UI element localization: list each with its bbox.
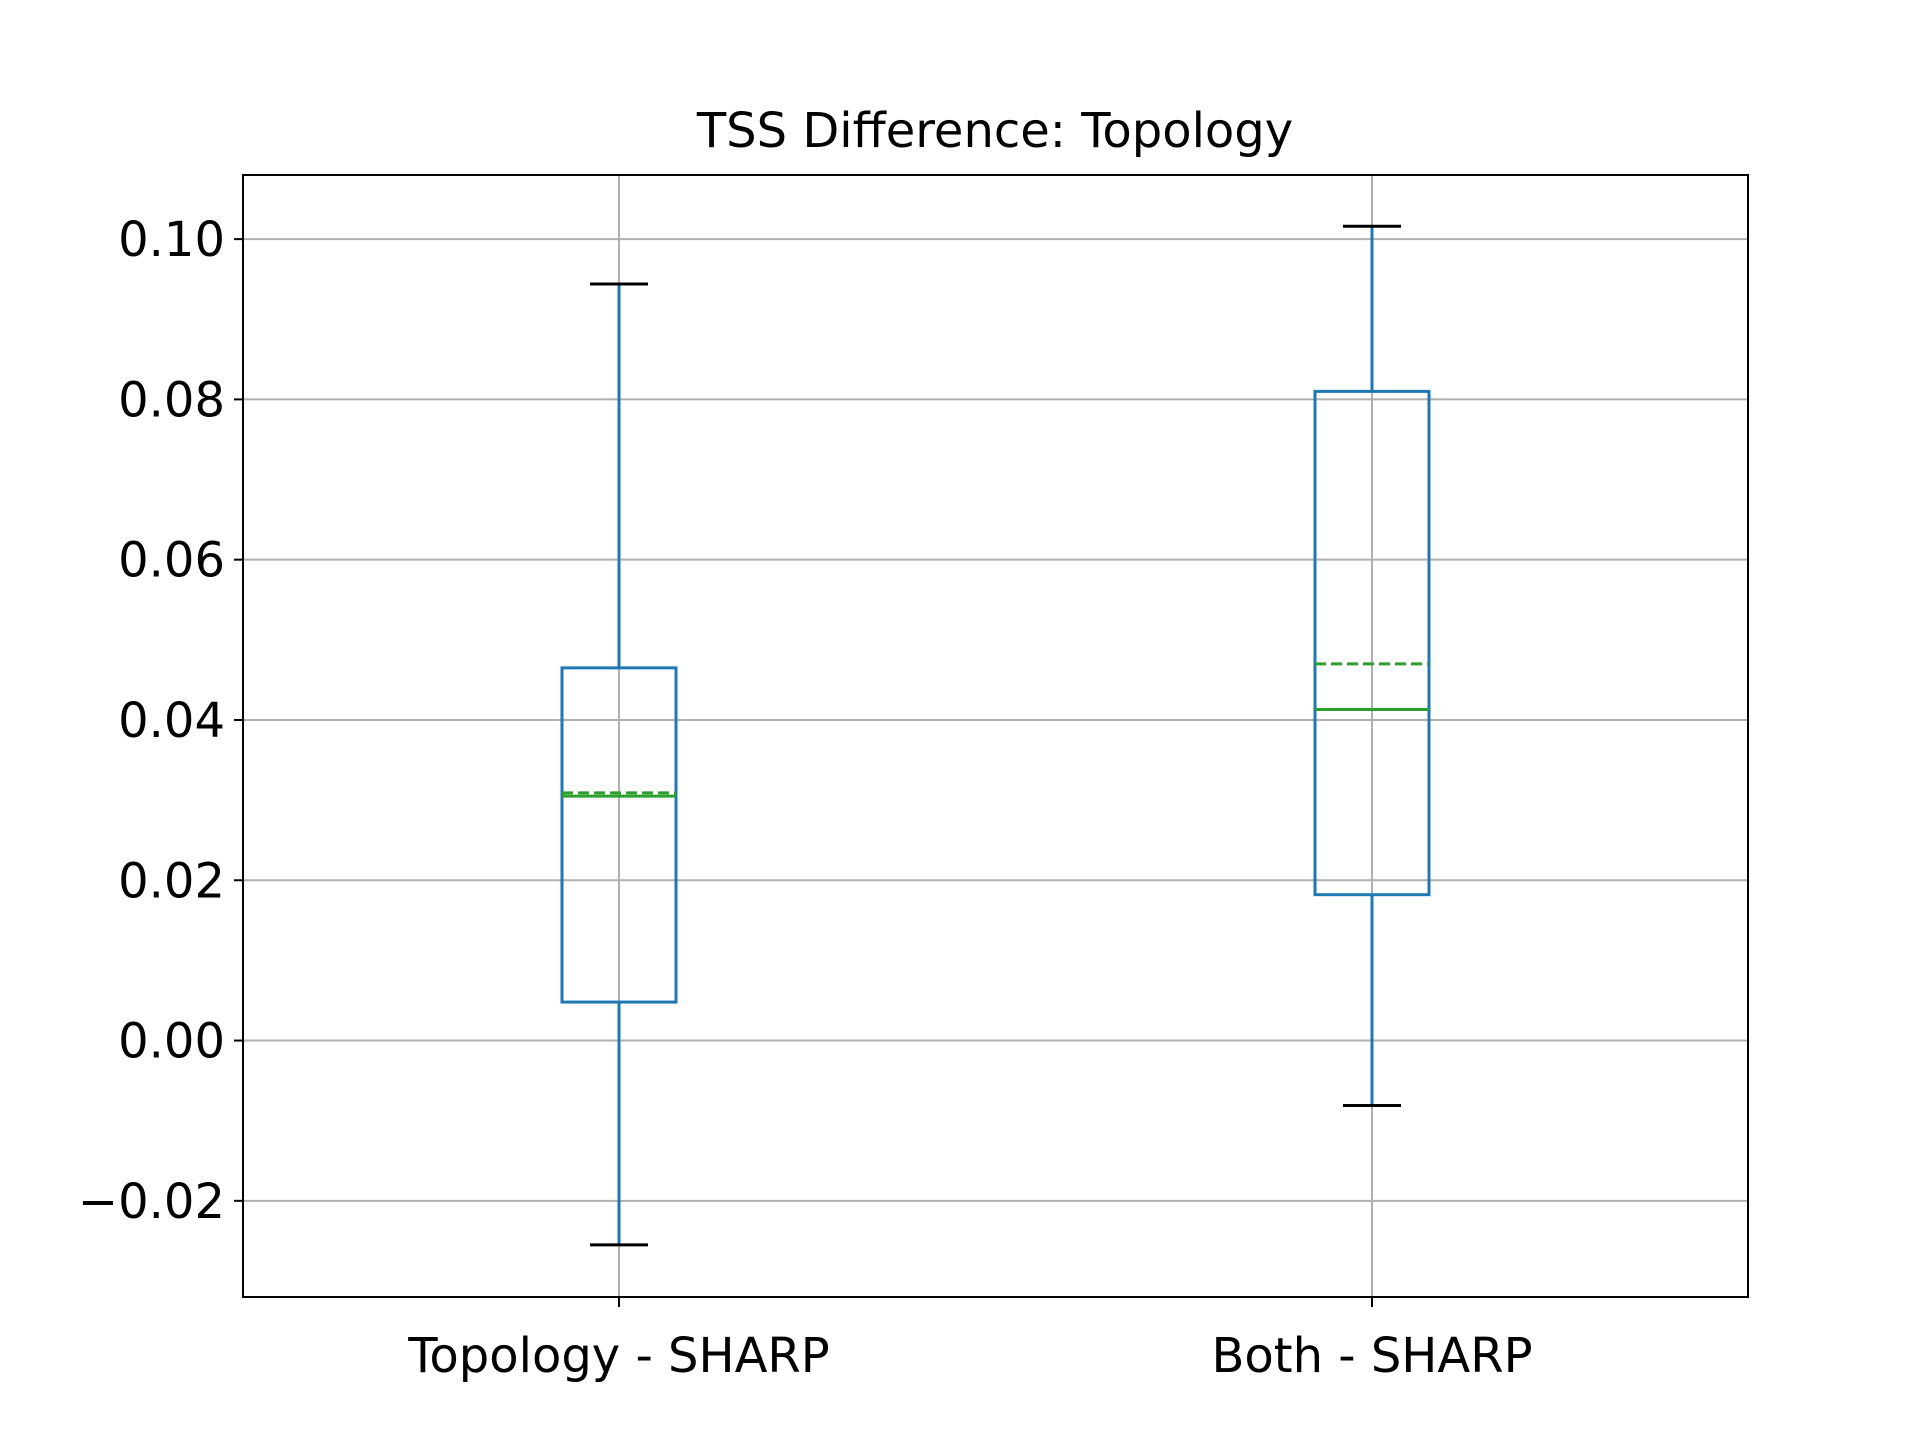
y-axis-ticks: 0.10 0.08 0.06 0.04 0.02 0.00 −0.02	[78, 212, 243, 1230]
x-tick-label: Topology - SHARP	[407, 1328, 829, 1384]
y-tick-label: 0.10	[118, 212, 225, 268]
grid-lines	[243, 175, 1748, 1297]
box-series	[560, 224, 1431, 1247]
y-tick-label: 0.04	[118, 693, 225, 749]
y-tick-label: 0.02	[118, 853, 225, 909]
box-2	[1313, 224, 1431, 1107]
box-iqr	[560, 666, 678, 1004]
plot-frame	[242, 174, 1749, 1298]
y-tick-label: 0.00	[118, 1014, 225, 1070]
x-tick-label: Both - SHARP	[1211, 1328, 1532, 1384]
box-1	[560, 282, 678, 1247]
x-axis-ticks: Topology - SHARP Both - SHARP	[407, 1297, 1533, 1384]
y-tick-label: 0.06	[118, 533, 225, 589]
box-iqr	[1313, 389, 1431, 897]
y-tick-label: −0.02	[78, 1174, 225, 1230]
chart-title: TSS Difference: Topology	[696, 103, 1293, 159]
y-tick-label: 0.08	[118, 372, 225, 428]
